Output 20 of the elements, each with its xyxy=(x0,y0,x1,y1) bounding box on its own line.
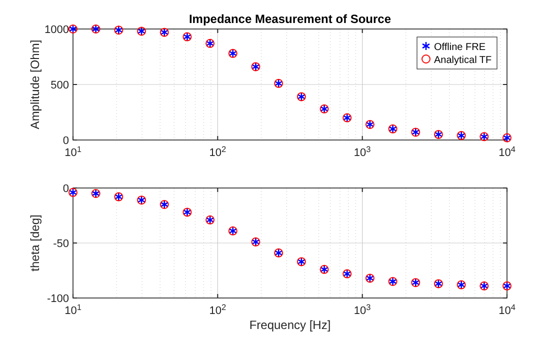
y-tick-label: 1000 xyxy=(44,24,69,36)
x-tick-label: 10$^{2}$ xyxy=(209,302,226,317)
y-tick-label: 500 xyxy=(50,80,69,92)
x-tick-label: 10$^{1}$ xyxy=(64,302,82,317)
y-axis-title: theta [deg] xyxy=(28,214,42,272)
legend-label: Analytical TF xyxy=(434,55,492,66)
x-tick-label: 10$^{4}$ xyxy=(498,144,516,159)
y-tick-label: 0 xyxy=(62,135,69,147)
chart-title: Impedance Measurement of Source xyxy=(188,12,392,26)
y-tick-label: 0 xyxy=(62,183,69,195)
x-tick-label: 10$^{3}$ xyxy=(354,144,372,159)
x-axis-title: Frequency [Hz] xyxy=(249,318,331,332)
y-axis-title: Amplitude [Ohm] xyxy=(28,40,42,130)
y-tick-label: -50 xyxy=(53,238,69,250)
x-tick-label: 10$^{2}$ xyxy=(209,144,226,159)
x-tick-label: 10$^{3}$ xyxy=(354,302,372,317)
legend-label: Offline FRE xyxy=(434,42,486,53)
x-tick-label: 10$^{4}$ xyxy=(498,302,516,317)
y-tick-label: -100 xyxy=(46,293,69,305)
x-tick-label: 10$^{1}$ xyxy=(64,144,82,159)
